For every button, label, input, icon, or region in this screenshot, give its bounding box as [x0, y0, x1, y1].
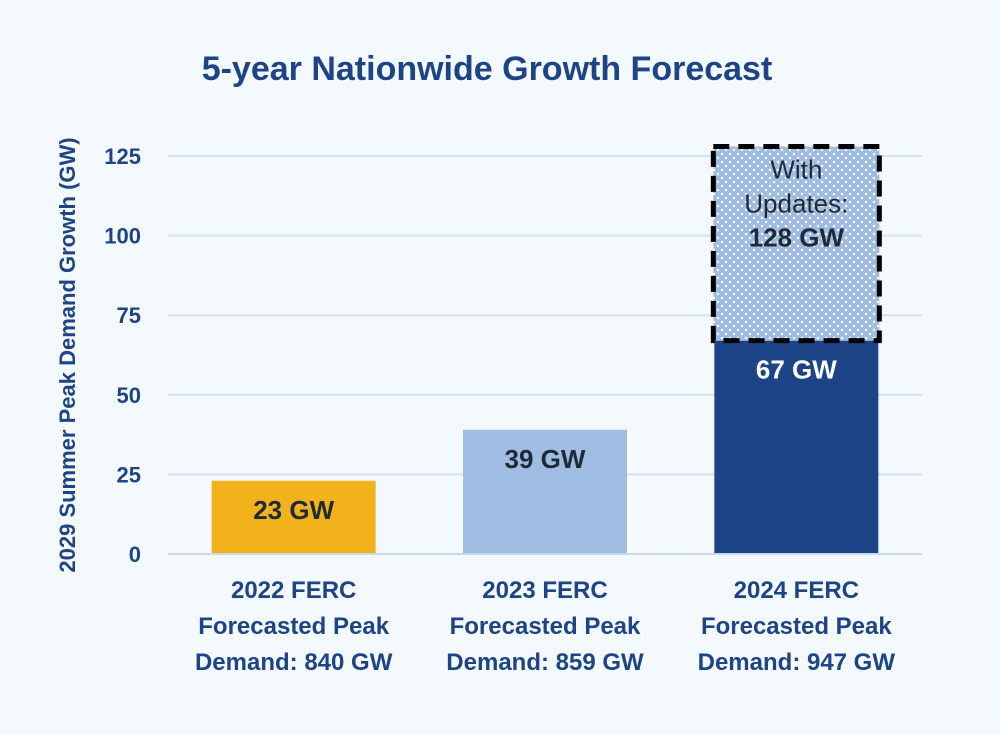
y-tick-label: 75: [117, 303, 141, 328]
x-tick-label: Forecasted Peak: [701, 613, 892, 640]
y-tick-label: 100: [104, 224, 141, 249]
bar: [714, 340, 879, 554]
x-tick-label: 2022 FERC: [231, 577, 356, 604]
annotation-text: With: [770, 154, 822, 184]
x-tick-label: Demand: 947 GW: [698, 649, 896, 676]
y-tick-label: 25: [117, 462, 141, 487]
data-label: 23 GW: [253, 495, 334, 525]
y-tick-label: 50: [117, 383, 141, 408]
forecast-update-segment: [710, 143, 882, 344]
x-tick-label: Demand: 840 GW: [195, 649, 393, 676]
x-tick-label: Demand: 859 GW: [446, 649, 644, 676]
x-tick-label: 2024 FERC: [734, 577, 859, 604]
data-label: 39 GW: [505, 444, 586, 474]
y-tick-label: 125: [104, 144, 141, 169]
annotation-value-label: 128 GW: [749, 222, 845, 252]
bar: [211, 480, 376, 554]
data-label: 67 GW: [756, 355, 837, 385]
annotation-text: Updates:: [744, 188, 848, 218]
x-tick-label: Forecasted Peak: [198, 613, 389, 640]
chart-title: 5-year Nationwide Growth Forecast: [202, 50, 773, 88]
bar: [463, 429, 627, 554]
x-tick-label: Forecasted Peak: [450, 613, 641, 640]
x-tick-label: 2023 FERC: [482, 577, 607, 604]
y-axis-label: 2029 Summer Peak Demand Growth (GW): [55, 137, 80, 572]
y-tick-label: 0: [129, 542, 141, 567]
